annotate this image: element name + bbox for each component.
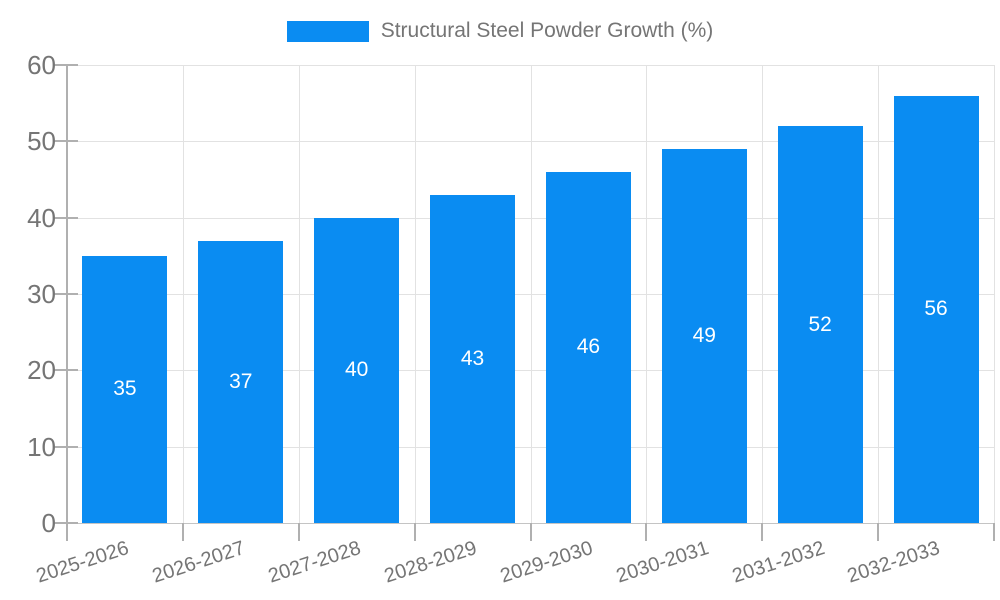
- y-axis-tick: [53, 369, 78, 372]
- y-axis-label: 50: [27, 126, 56, 157]
- bar[interactable]: 49: [661, 148, 747, 523]
- bar[interactable]: 43: [430, 194, 516, 523]
- y-axis-label: 0: [41, 508, 56, 538]
- gridline-v: [182, 65, 184, 523]
- gridline-v: [762, 65, 764, 523]
- y-axis-tick: [53, 293, 78, 295]
- x-axis-label: 2027-2028: [265, 537, 364, 588]
- bar[interactable]: 46: [545, 171, 631, 523]
- y-axis-tick: [53, 140, 78, 143]
- y-axis-label: 30: [27, 279, 56, 309]
- gridline-v: [414, 65, 416, 523]
- legend[interactable]: Structural Steel Powder Growth (%): [0, 19, 1000, 43]
- bar[interactable]: 52: [777, 126, 863, 523]
- bar-value-label: 40: [345, 358, 369, 382]
- gridline-v: [878, 65, 880, 523]
- gridline-v: [994, 65, 995, 523]
- x-axis-label: 2025-2026: [33, 537, 132, 588]
- bar-value-label: 49: [692, 323, 716, 347]
- bar[interactable]: 35: [82, 255, 168, 523]
- bar-value-label: 37: [229, 369, 253, 393]
- x-axis-label: 2029-2030: [497, 537, 596, 588]
- x-axis-tick: [529, 523, 532, 541]
- x-axis-tick: [761, 523, 764, 541]
- legend-label: Structural Steel Powder Growth (%): [380, 19, 714, 42]
- y-axis-tick: [53, 522, 78, 524]
- x-axis-label: 2028-2029: [381, 537, 480, 588]
- bar-value-label: 43: [460, 346, 485, 370]
- y-axis-tick: [53, 445, 78, 448]
- y-axis-line: [66, 65, 68, 541]
- y-axis-tick: [53, 216, 78, 219]
- x-axis-tick: [181, 523, 184, 541]
- x-axis-tick: [993, 523, 995, 541]
- y-axis-tick: [53, 64, 78, 66]
- y-axis-label: 40: [27, 202, 56, 233]
- x-axis-tick: [877, 523, 880, 541]
- x-axis-label: 2026-2027: [149, 537, 248, 588]
- x-axis-tick: [413, 523, 416, 541]
- bar-value-label: 52: [808, 312, 832, 336]
- x-axis-tick: [297, 523, 300, 541]
- bar-value-label: 56: [924, 297, 948, 321]
- bar-value-label: 35: [113, 377, 137, 401]
- legend-swatch: [286, 20, 369, 42]
- y-axis-label: 10: [27, 431, 56, 462]
- bar-value-label: 46: [576, 335, 601, 359]
- gridline-v: [298, 65, 300, 523]
- bar[interactable]: 37: [198, 240, 284, 523]
- gridline-v: [530, 65, 532, 523]
- y-axis-label: 60: [27, 50, 56, 80]
- bar[interactable]: 40: [314, 217, 400, 523]
- x-axis-label: 2031-2032: [729, 537, 827, 588]
- y-axis-label: 20: [27, 355, 56, 386]
- x-axis-label: 2032-2033: [845, 537, 943, 588]
- bar[interactable]: 56: [893, 95, 979, 523]
- x-axis-label: 2030-2031: [613, 537, 712, 588]
- x-axis-tick: [645, 523, 648, 541]
- gridline-v: [646, 65, 648, 523]
